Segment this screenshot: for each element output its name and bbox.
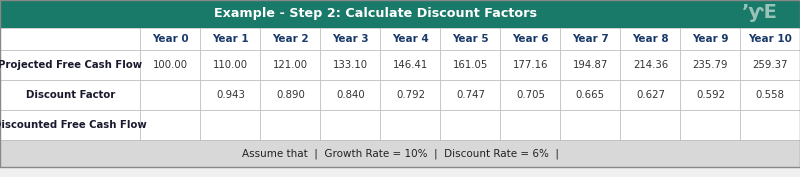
Text: Discounted Free Cash Flow: Discounted Free Cash Flow (0, 120, 147, 130)
Bar (680, 28, 740, 50)
Bar (261, 50, 321, 80)
Bar (321, 110, 381, 140)
Bar (440, 80, 501, 110)
Bar (501, 50, 560, 80)
Bar (620, 28, 680, 50)
Text: Year 2: Year 2 (272, 34, 309, 44)
Text: Year 0: Year 0 (152, 34, 189, 44)
Bar (261, 28, 321, 50)
Bar (501, 80, 560, 110)
Text: 259.37: 259.37 (753, 60, 788, 70)
Bar (740, 110, 800, 140)
Bar (261, 80, 321, 110)
Text: Year 10: Year 10 (748, 34, 792, 44)
Text: 0.592: 0.592 (696, 90, 725, 100)
Bar (740, 80, 800, 110)
Bar (440, 110, 501, 140)
Text: 146.41: 146.41 (393, 60, 428, 70)
Bar (620, 50, 680, 80)
Bar (200, 110, 261, 140)
Text: 0.943: 0.943 (216, 90, 245, 100)
Bar (381, 50, 440, 80)
Bar (381, 110, 440, 140)
Text: 0.665: 0.665 (576, 90, 605, 100)
Text: Year 3: Year 3 (332, 34, 369, 44)
Text: Year 4: Year 4 (392, 34, 429, 44)
Text: 0.890: 0.890 (276, 90, 305, 100)
Bar (261, 110, 321, 140)
Bar (0, 50, 140, 80)
Bar (321, 50, 381, 80)
Text: 133.10: 133.10 (333, 60, 368, 70)
Bar (440, 28, 501, 50)
Text: 0.840: 0.840 (336, 90, 365, 100)
Bar (740, 28, 800, 50)
Bar (680, 80, 740, 110)
Bar (200, 28, 261, 50)
Bar (560, 50, 620, 80)
Text: Projected Free Cash Flow: Projected Free Cash Flow (0, 60, 142, 70)
Bar (440, 50, 501, 80)
Bar (560, 80, 620, 110)
Text: 235.79: 235.79 (693, 60, 728, 70)
Text: 100.00: 100.00 (153, 60, 188, 70)
Bar (140, 80, 200, 110)
Text: Year 5: Year 5 (452, 34, 489, 44)
Bar (560, 110, 620, 140)
Text: 121.00: 121.00 (273, 60, 308, 70)
Text: Year 6: Year 6 (512, 34, 549, 44)
Text: Example - Step 2: Calculate Discount Factors: Example - Step 2: Calculate Discount Fac… (214, 7, 538, 21)
Text: 110.00: 110.00 (213, 60, 248, 70)
Bar (200, 80, 261, 110)
Bar (200, 50, 261, 80)
Text: 177.16: 177.16 (513, 60, 548, 70)
Bar (381, 28, 440, 50)
Bar (321, 80, 381, 110)
Text: 0.705: 0.705 (516, 90, 545, 100)
Bar (680, 50, 740, 80)
Bar (0, 140, 800, 167)
Text: Year 7: Year 7 (572, 34, 609, 44)
Bar (140, 50, 200, 80)
Text: 0.792: 0.792 (396, 90, 425, 100)
Bar (501, 28, 560, 50)
Text: 0.747: 0.747 (456, 90, 485, 100)
Text: 194.87: 194.87 (573, 60, 608, 70)
Bar (620, 110, 680, 140)
Bar (140, 28, 200, 50)
Bar (381, 80, 440, 110)
Bar (620, 80, 680, 110)
Bar (680, 110, 740, 140)
Bar (0, 28, 140, 50)
Bar (140, 110, 200, 140)
Text: 0.627: 0.627 (636, 90, 665, 100)
Bar (0, 80, 140, 110)
Bar (501, 110, 560, 140)
Text: 214.36: 214.36 (633, 60, 668, 70)
Text: Year 9: Year 9 (692, 34, 729, 44)
Text: ’ƴE: ’ƴE (742, 3, 778, 22)
Bar (740, 50, 800, 80)
Text: Year 8: Year 8 (632, 34, 669, 44)
Text: Discount Factor: Discount Factor (26, 90, 115, 100)
Text: Year 1: Year 1 (212, 34, 249, 44)
Text: Assume that  |  Growth Rate = 10%  |  Discount Rate = 6%  |: Assume that | Growth Rate = 10% | Discou… (242, 148, 558, 159)
Bar (321, 28, 381, 50)
Text: 161.05: 161.05 (453, 60, 488, 70)
Bar (0, 110, 140, 140)
Text: 0.558: 0.558 (756, 90, 785, 100)
Bar (560, 28, 620, 50)
Bar (0, 0, 800, 28)
